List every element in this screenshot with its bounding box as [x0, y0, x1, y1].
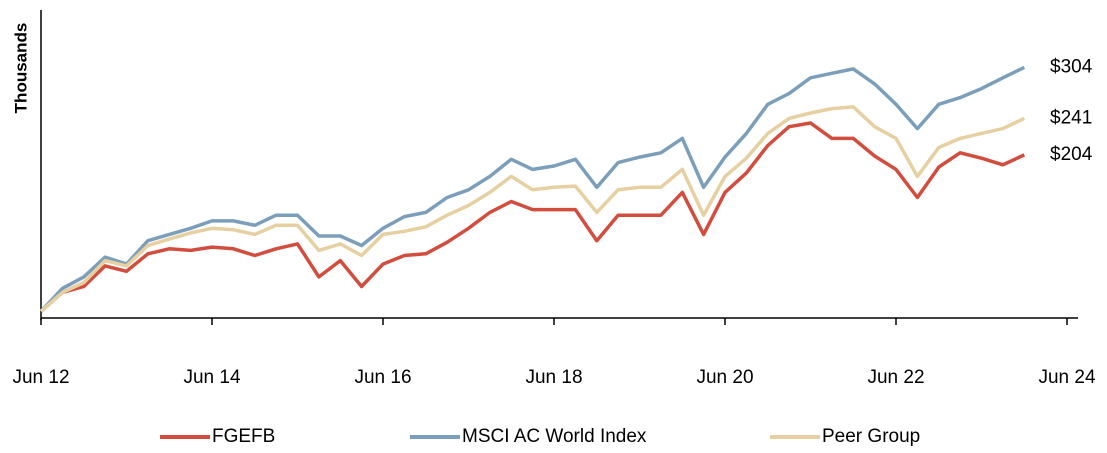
- x-tick-label: Jun 16: [354, 367, 411, 388]
- x-tick-label: Jun 20: [696, 367, 753, 388]
- end-value-label: $304: [1050, 56, 1093, 77]
- y-axis-label: Thousands: [11, 23, 30, 114]
- legend-label: Peer Group: [822, 426, 920, 447]
- x-tick-label: Jun 24: [1038, 367, 1095, 388]
- x-tick-label: Jun 12: [12, 367, 69, 388]
- x-tick-label: Jun 18: [525, 367, 582, 388]
- series-line: [39, 105, 1026, 313]
- x-tick-label: Jun 14: [183, 367, 240, 388]
- end-value-label: $204: [1050, 144, 1093, 165]
- series-line: [39, 121, 1026, 313]
- series-line: [39, 65, 1026, 313]
- legend-label: MSCI AC World Index: [462, 426, 647, 447]
- x-tick-label: Jun 22: [867, 367, 924, 388]
- end-value-label: $241: [1050, 107, 1092, 128]
- legend-label: FGEFB: [212, 426, 275, 447]
